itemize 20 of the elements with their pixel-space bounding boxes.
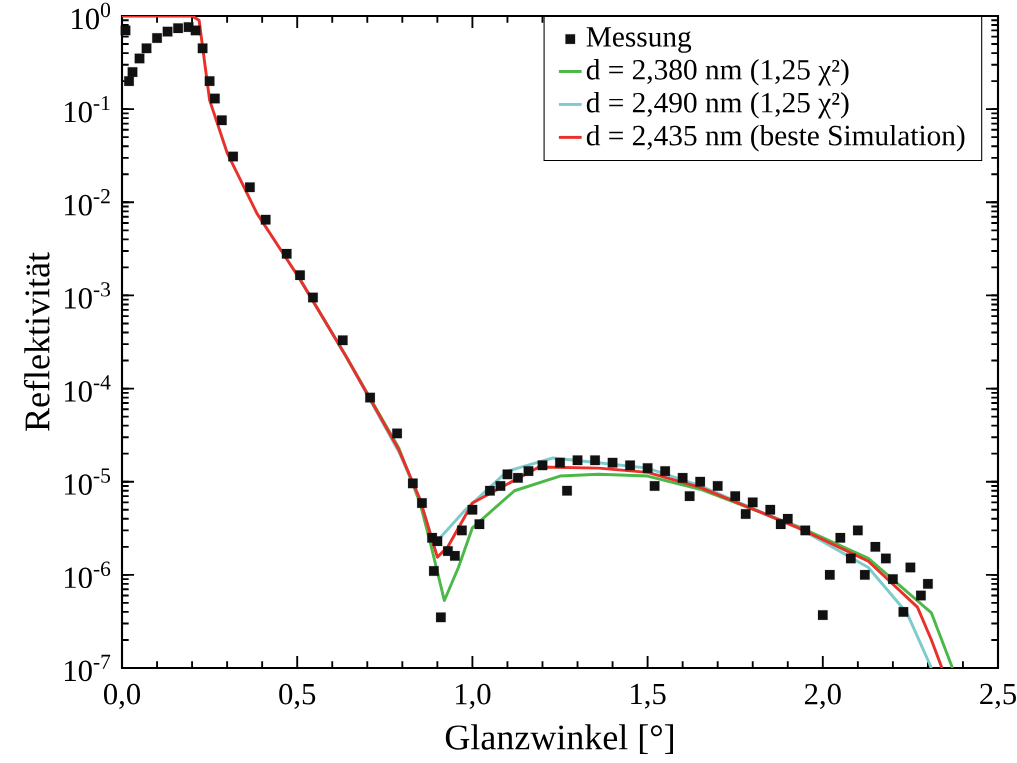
y-tick-label: 10$^{-5}$	[65, 468, 111, 495]
x-tick-label: 2,0	[804, 683, 841, 709]
y-tick-label: 10$^{-2}$	[65, 189, 110, 216]
y-tick-label: 10$^{-4}$	[65, 375, 111, 402]
y-tick-label: 10$^{-7}$	[65, 654, 111, 682]
x-tick-label: 2,5	[980, 683, 1016, 709]
y-tick-label: 10$^{-6}$	[65, 561, 111, 589]
legend-label: d = 2,435 nm (beste Simulation)	[586, 124, 965, 152]
y-tick-label: 10$^{0}$	[72, 2, 111, 30]
legend-label: Messung	[586, 27, 692, 53]
y-axis-title: Reflektivität	[23, 252, 50, 431]
x-tick-label: 1,0	[455, 683, 491, 709]
x-tick-label: 1,5	[631, 683, 666, 709]
y-tick-label: 10$^{-3}$	[65, 282, 111, 309]
x-tick-label: 0,5	[279, 683, 316, 709]
legend-label: d = 2,380 nm (1,25 χ²)	[586, 59, 849, 86]
y-tick-label: 10$^{-1}$	[65, 95, 110, 123]
legend-label: d = 2,490 nm (1,25 χ²)	[586, 91, 849, 119]
x-axis-title: Glanzwinkel [°]	[445, 724, 673, 755]
x-tick-label: 0,0	[104, 683, 141, 709]
